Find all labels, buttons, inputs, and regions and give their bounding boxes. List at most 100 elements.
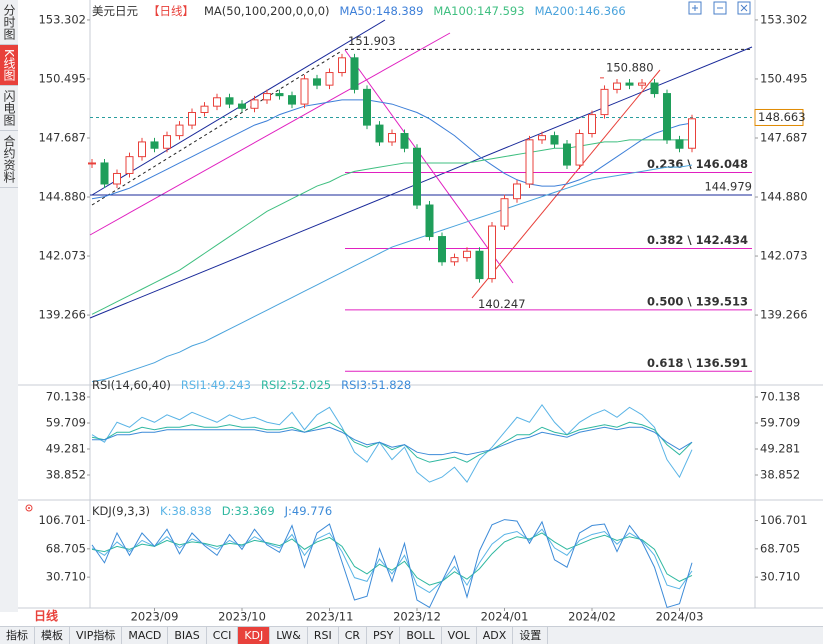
candle xyxy=(650,82,659,95)
candle xyxy=(625,82,634,86)
candle xyxy=(263,93,271,101)
toolbar-button[interactable]: PSY xyxy=(367,627,401,644)
x-tick-label: 2023/10 xyxy=(218,610,266,624)
toolbar-button[interactable]: BIAS xyxy=(168,627,207,644)
y-tick-label: 144.880 xyxy=(38,190,86,204)
side-tab[interactable]: 合约资料 xyxy=(0,131,18,188)
y-tick-label: 38.852 xyxy=(760,467,800,481)
y-tick-label: 59.709 xyxy=(760,415,800,429)
toolbar-button[interactable]: 指标 xyxy=(0,627,35,644)
toolbar-button[interactable]: LW& xyxy=(270,627,308,644)
candle xyxy=(375,124,384,143)
side-tab[interactable]: 分时图 xyxy=(0,0,18,45)
y-tick-label: 49.281 xyxy=(760,441,800,455)
candle xyxy=(613,82,621,90)
candle xyxy=(400,133,409,149)
icon-button[interactable] xyxy=(688,1,702,15)
toolbar-button[interactable]: CCI xyxy=(207,627,239,644)
toolbar-button[interactable]: VIP指标 xyxy=(70,627,123,644)
side-tab[interactable]: K线图 xyxy=(0,45,18,86)
high2-label: 150.880 xyxy=(606,60,654,74)
candle xyxy=(338,57,346,74)
toolbar-button[interactable]: ADX xyxy=(477,627,514,644)
settings-icon[interactable] xyxy=(25,504,33,512)
candle xyxy=(563,143,571,166)
x-tick-label: 2023/11 xyxy=(306,610,354,624)
legend-indicator[interactable]: MA(50,100,200,0,0,0) xyxy=(204,4,330,18)
candle xyxy=(450,257,459,263)
toolbar-button[interactable]: CR xyxy=(339,627,368,644)
kdj-legend: KDJ(9,3,3) K:38.838 D:33.369 J:49.776 xyxy=(92,504,332,518)
candle xyxy=(138,141,146,158)
fib-label: 0.382 \ 142.434 xyxy=(647,233,748,247)
x-tick-label: 2023/09 xyxy=(131,610,179,624)
legend-title: RSI(14,60,40) xyxy=(92,378,171,392)
chart-bg xyxy=(18,0,823,626)
legend-title: KDJ(9,3,3) xyxy=(92,504,151,518)
toolbar-button[interactable]: VOL xyxy=(442,627,477,644)
candle xyxy=(313,78,321,86)
legend-entry: MA100:147.593 xyxy=(433,4,525,18)
candle xyxy=(488,225,496,280)
x-tick-label: 2024/03 xyxy=(656,610,704,624)
legend-period: 【日线】 xyxy=(148,4,194,18)
candle xyxy=(538,135,546,141)
y-tick-label: 106.701 xyxy=(760,513,808,527)
y-tick-label: 68.705 xyxy=(760,541,800,555)
toolbar-button[interactable]: 设置 xyxy=(513,627,549,644)
icon-button[interactable] xyxy=(737,1,751,15)
candle xyxy=(638,82,646,86)
window-icons xyxy=(688,1,751,15)
y-tick-label: 70.138 xyxy=(46,389,86,403)
x-tick-label: 2023/12 xyxy=(393,610,441,624)
y-tick-label: 147.687 xyxy=(38,130,86,144)
y-tick-label: 144.880 xyxy=(760,190,808,204)
toolbar-button[interactable]: KDJ xyxy=(238,627,271,644)
candle xyxy=(188,111,196,126)
y-tick-label: 150.495 xyxy=(38,71,86,85)
series-line xyxy=(91,99,693,200)
candle xyxy=(275,93,284,97)
toolbar-button[interactable]: 模板 xyxy=(35,627,70,644)
trend-line xyxy=(89,32,451,236)
candle xyxy=(350,57,359,90)
series-line xyxy=(91,139,692,315)
candle xyxy=(688,118,696,149)
trend-line xyxy=(91,51,341,206)
series-line xyxy=(91,164,693,383)
candle xyxy=(550,135,559,145)
side-tab[interactable]: 闪电图 xyxy=(0,86,18,131)
side-tabs: 分时图 K线图 闪电图 合约资料 xyxy=(0,0,19,612)
fib-label: 0.500 \ 139.513 xyxy=(647,294,748,308)
rsi-legend: RSI(14,60,40) RSI1:49.243 RSI2:52.025 RSI3:… xyxy=(92,378,411,392)
period-label[interactable]: 日线 xyxy=(34,609,59,623)
y-tick-label: 30.710 xyxy=(46,570,86,584)
candle xyxy=(325,72,334,86)
legend-entry: J:49.776 xyxy=(284,504,333,518)
toolbar-button[interactable]: MACD xyxy=(122,627,169,644)
legend-entry: MA200:146.366 xyxy=(534,4,626,18)
y-tick-label: 68.705 xyxy=(46,541,86,555)
toolbar-button[interactable]: RSI xyxy=(308,627,339,644)
candle xyxy=(675,139,684,149)
candle xyxy=(438,236,446,263)
y-tick-label: 30.710 xyxy=(760,570,800,584)
x-tick-label: 2024/02 xyxy=(568,610,616,624)
legend-entry: RSI2:52.025 xyxy=(261,378,332,392)
toolbar-button[interactable]: BOLL xyxy=(400,627,442,644)
toolbar: 指标 模板 VIP指标 MACD BIAS CCI KDJ LW& RSI CR PSY BOLL VO… xyxy=(0,626,823,644)
candle xyxy=(125,156,134,174)
icon-button[interactable] xyxy=(713,1,727,15)
series-line xyxy=(91,421,693,463)
y-tick-label: 142.073 xyxy=(760,249,808,263)
candle xyxy=(500,198,509,227)
legend-title: 美元日元 xyxy=(92,4,138,18)
candle xyxy=(288,95,296,105)
y-tick-label: 142.073 xyxy=(38,249,86,263)
legend-entry: RSI3:51.828 xyxy=(341,378,412,392)
series-line xyxy=(91,532,693,586)
candle xyxy=(213,97,221,107)
series-line xyxy=(92,426,693,456)
y-tick-label: 139.266 xyxy=(760,308,808,322)
candle xyxy=(250,99,259,109)
